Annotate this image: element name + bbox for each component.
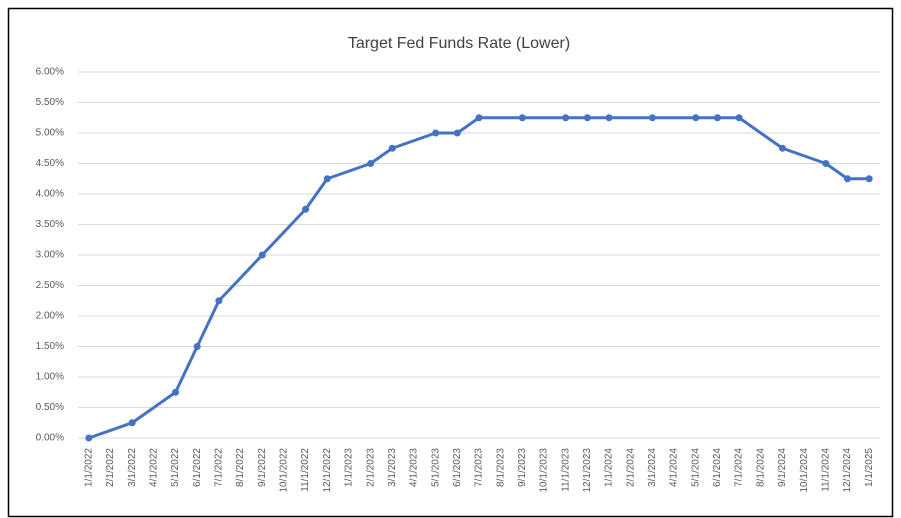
y-tick-label: 4.00% <box>36 189 64 200</box>
x-tick-label: 11/1/2024 <box>820 448 831 492</box>
x-tick-label: 3/1/2022 <box>127 448 138 487</box>
data-point <box>692 114 700 122</box>
data-point <box>713 114 721 122</box>
x-tick-label: 1/1/2025 <box>864 448 875 487</box>
chart-title: Target Fed Funds Rate (Lower) <box>348 35 570 52</box>
x-tick-label: 4/1/2023 <box>409 448 420 487</box>
data-point <box>215 297 223 305</box>
x-tick-label: 11/1/2023 <box>560 448 571 492</box>
data-point <box>843 175 851 183</box>
data-point <box>302 205 310 213</box>
y-tick-label: 3.50% <box>36 219 64 230</box>
x-tick-label: 8/1/2024 <box>755 448 766 487</box>
x-tick-label: 5/1/2022 <box>170 448 181 487</box>
data-point <box>172 388 180 396</box>
data-point <box>475 114 483 122</box>
x-tick-label: 12/1/2023 <box>582 448 593 493</box>
y-tick-label: 1.50% <box>36 341 64 352</box>
x-tick-label: 10/1/2024 <box>799 448 810 493</box>
y-tick-label: 4.50% <box>36 158 64 169</box>
data-point <box>648 114 656 122</box>
data-point <box>432 129 440 137</box>
y-tick-label: 3.00% <box>36 250 64 261</box>
y-tick-label: 0.50% <box>36 402 64 413</box>
x-tick-label: 3/1/2023 <box>387 448 398 487</box>
x-tick-label: 8/1/2023 <box>495 448 506 487</box>
x-tick-label: 4/1/2024 <box>669 448 680 487</box>
x-tick-label: 7/1/2023 <box>474 448 485 487</box>
x-tick-label: 2/1/2023 <box>365 448 376 487</box>
x-tick-label: 9/1/2022 <box>257 448 268 487</box>
data-point <box>367 160 375 167</box>
chart-frame <box>7 7 894 518</box>
y-tick-label: 2.50% <box>36 280 64 291</box>
data-point <box>193 343 201 350</box>
x-tick-label: 6/1/2023 <box>452 448 463 487</box>
y-tick-label: 2.00% <box>36 311 64 322</box>
data-point <box>562 114 570 122</box>
y-tick-label: 5.50% <box>36 97 64 108</box>
x-tick-label: 7/1/2022 <box>214 448 225 487</box>
x-tick-label: 1/1/2023 <box>344 448 355 487</box>
data-point <box>865 175 873 183</box>
data-point <box>583 114 591 122</box>
x-tick-label: 9/1/2024 <box>777 448 788 487</box>
x-tick-label: 9/1/2023 <box>517 448 528 487</box>
data-point <box>128 419 136 427</box>
x-tick-label: 3/1/2024 <box>647 448 658 487</box>
y-tick-label: 1.00% <box>36 372 64 383</box>
x-tick-label: 5/1/2023 <box>430 448 441 487</box>
y-tick-label: 6.00% <box>36 67 64 78</box>
data-point <box>822 160 830 167</box>
x-tick-label: 12/1/2022 <box>322 448 333 493</box>
data-point <box>735 114 743 122</box>
y-tick-label: 5.00% <box>36 128 64 139</box>
x-tick-label: 4/1/2022 <box>149 448 160 487</box>
data-point <box>605 114 613 122</box>
x-tick-label: 2/1/2024 <box>625 448 636 487</box>
x-tick-label: 6/1/2024 <box>712 448 723 487</box>
data-point <box>388 144 396 152</box>
x-tick-label: 10/1/2023 <box>539 448 550 493</box>
data-point <box>778 144 786 152</box>
x-tick-label: 11/1/2022 <box>300 448 311 492</box>
x-tick-label: 7/1/2024 <box>734 448 745 487</box>
data-point <box>323 175 331 183</box>
data-point <box>453 129 461 137</box>
data-point <box>258 251 266 259</box>
x-tick-label: 1/1/2024 <box>604 448 615 487</box>
data-point <box>85 434 93 442</box>
x-tick-label: 2/1/2022 <box>105 448 116 487</box>
x-tick-label: 8/1/2022 <box>235 448 246 487</box>
y-tick-label: 0.00% <box>36 433 64 444</box>
data-point <box>518 114 526 122</box>
x-tick-label: 12/1/2024 <box>842 448 853 493</box>
x-tick-label: 10/1/2022 <box>279 448 290 493</box>
x-tick-label: 5/1/2024 <box>690 448 701 487</box>
x-tick-label: 1/1/2022 <box>83 448 94 487</box>
x-tick-label: 6/1/2022 <box>192 448 203 487</box>
